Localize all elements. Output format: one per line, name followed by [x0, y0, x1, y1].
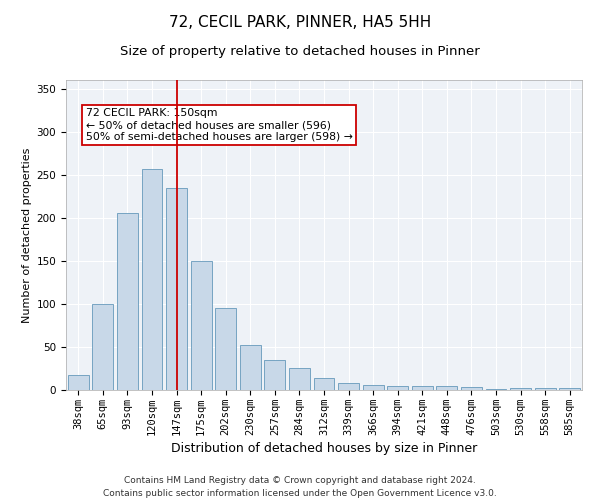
Text: Contains HM Land Registry data © Crown copyright and database right 2024.
Contai: Contains HM Land Registry data © Crown c… [103, 476, 497, 498]
Bar [117, 214, 138, 390]
Bar [510, 388, 531, 390]
Bar [289, 368, 310, 390]
Text: 72, CECIL PARK, PINNER, HA5 5HH: 72, CECIL PARK, PINNER, HA5 5HH [169, 15, 431, 30]
Bar [362, 385, 383, 390]
Bar [314, 378, 334, 390]
Bar [412, 386, 433, 390]
Bar [166, 188, 187, 390]
Bar [191, 261, 212, 390]
Text: Size of property relative to detached houses in Pinner: Size of property relative to detached ho… [120, 45, 480, 58]
X-axis label: Distribution of detached houses by size in Pinner: Distribution of detached houses by size … [171, 442, 477, 455]
Bar [142, 168, 163, 390]
Y-axis label: Number of detached properties: Number of detached properties [22, 148, 32, 322]
Bar [559, 388, 580, 390]
Bar [92, 304, 113, 390]
Bar [436, 386, 457, 390]
Bar [215, 308, 236, 390]
Bar [485, 389, 506, 390]
Text: 72 CECIL PARK: 150sqm
← 50% of detached houses are smaller (596)
50% of semi-det: 72 CECIL PARK: 150sqm ← 50% of detached … [86, 108, 353, 142]
Bar [240, 345, 261, 390]
Bar [68, 374, 89, 390]
Bar [387, 386, 408, 390]
Bar [461, 388, 482, 390]
Bar [265, 360, 286, 390]
Bar [338, 383, 359, 390]
Bar [535, 388, 556, 390]
